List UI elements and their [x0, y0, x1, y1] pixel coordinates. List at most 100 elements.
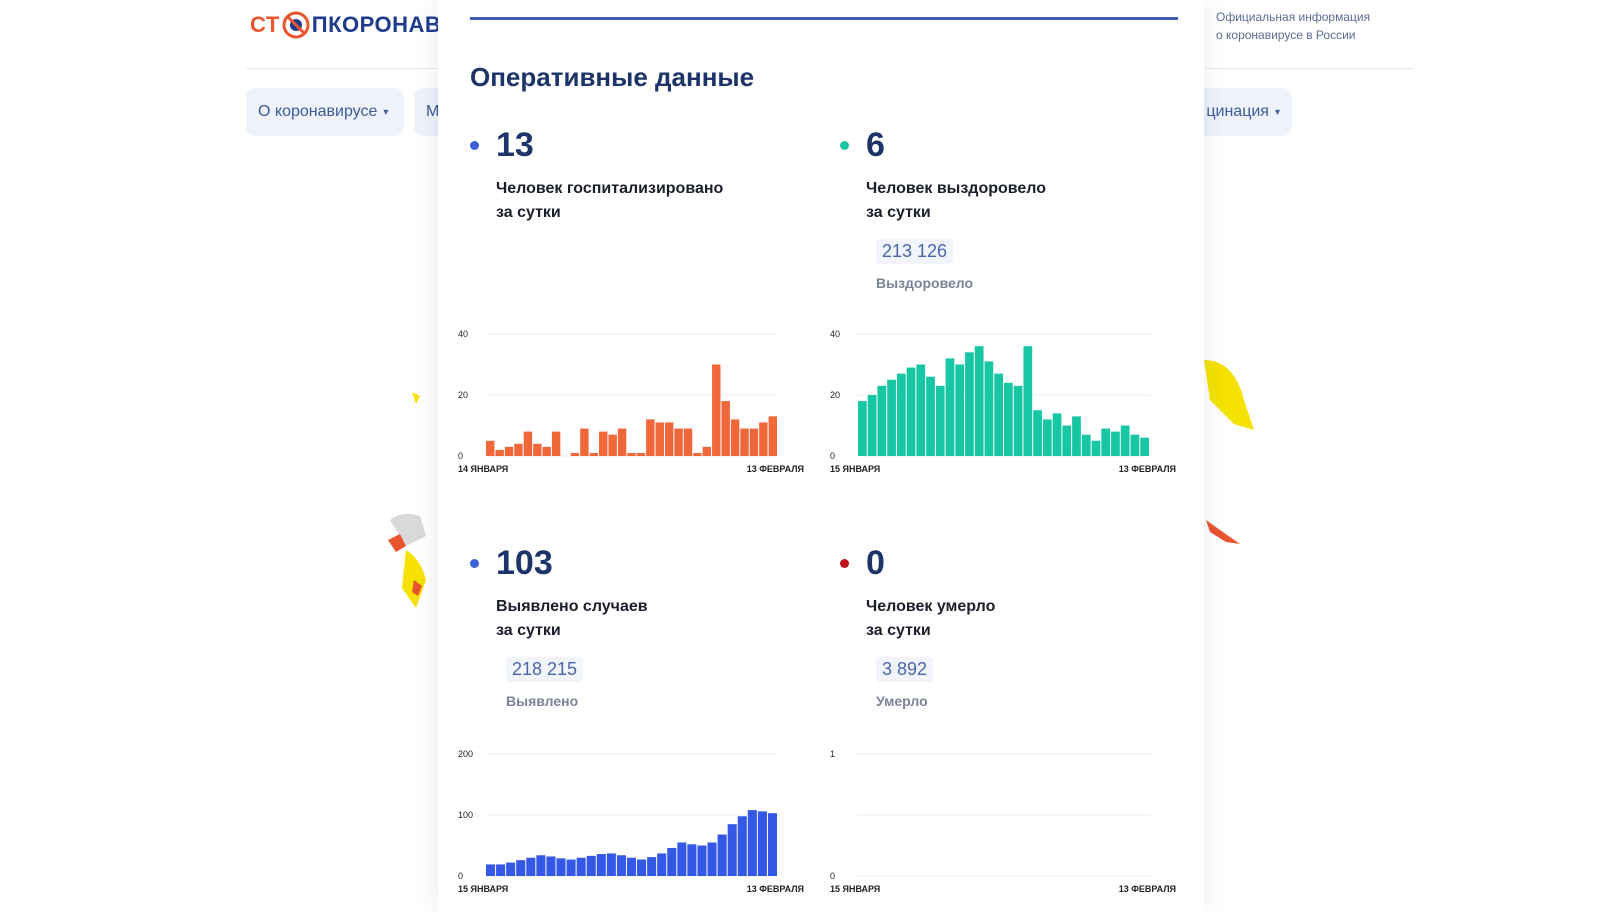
bar	[730, 419, 740, 456]
stat-description: Выявлено случаев за сутки	[496, 595, 648, 643]
bar	[506, 862, 516, 876]
bar	[768, 416, 777, 456]
bar	[712, 364, 721, 456]
bar	[683, 428, 693, 456]
y-tick-label: 100	[458, 810, 473, 820]
series-dot-icon	[470, 141, 479, 150]
bar	[727, 824, 737, 876]
bar	[636, 452, 646, 456]
official-info: Официальная информация о коронавирусе в …	[1202, 8, 1370, 44]
bar	[657, 853, 667, 876]
nav-label: О коронавирусе	[258, 103, 378, 120]
bar	[674, 428, 683, 456]
map-fragment-left	[388, 392, 426, 608]
bar	[526, 857, 536, 876]
caret-down-icon: ▾	[1274, 106, 1280, 118]
bar	[1101, 428, 1111, 456]
stat-value: 6	[866, 126, 885, 164]
bar	[486, 440, 495, 456]
stat-description: Человек выздоровело за сутки	[866, 177, 1046, 225]
bar	[974, 346, 984, 456]
official-line-2: о коронавирусе в России	[1216, 28, 1356, 42]
bar-chart-svg: 0 20 40 14 ЯНВАРЯ 13 ФЕВРАЛЯ	[458, 329, 804, 474]
site-header: СТ ПКОРОНАВИ Официальная информация о ко…	[246, 0, 1414, 69]
bar	[608, 434, 617, 456]
y-tick-label: 1	[830, 749, 835, 759]
series-dot-icon	[840, 559, 849, 568]
bar	[945, 358, 955, 456]
bar	[1052, 413, 1062, 456]
bar	[759, 422, 768, 456]
x-end-label: 13 ФЕВРАЛЯ	[1119, 464, 1176, 474]
x-end-label: 13 ФЕВРАЛЯ	[1119, 884, 1176, 894]
x-start-label: 15 ЯНВАРЯ	[830, 884, 880, 894]
stat-total: 3 892	[876, 657, 934, 682]
bar	[637, 859, 647, 876]
site-logo[interactable]: СТ ПКОРОНАВИ	[250, 10, 458, 40]
y-tick-label: 20	[458, 390, 468, 400]
operational-data-modal: Оперативные данные 13 Человек госпитализ…	[438, 0, 1204, 912]
nav-label: М	[426, 103, 440, 120]
bar	[717, 834, 727, 876]
bar	[1091, 440, 1101, 456]
bar	[1004, 382, 1013, 456]
bar	[536, 855, 546, 876]
nav-about-coronavirus[interactable]: О коронавирусе ▾	[246, 88, 404, 136]
y-tick-label: 0	[458, 871, 463, 881]
stat-desc-line-1: Человек выздоровело	[866, 180, 1047, 197]
y-tick-label: 40	[830, 329, 840, 339]
bar	[702, 446, 712, 456]
bar	[586, 855, 596, 876]
bar	[693, 452, 702, 456]
bar-chart-svg: 0 100 200 15 ЯНВАРЯ 13 ФЕВРАЛЯ	[458, 749, 804, 894]
bar	[589, 452, 599, 456]
bar	[767, 813, 777, 876]
x-end-label: 13 ФЕВРАЛЯ	[747, 884, 804, 894]
bar	[984, 361, 994, 456]
modal-top-line	[470, 17, 1178, 20]
bar-chart-svg: 0 1 15 ЯНВАРЯ 13 ФЕВРАЛЯ	[830, 749, 1176, 894]
series-dot-icon	[470, 559, 479, 568]
bar	[858, 401, 867, 456]
chart-died: 0 1 15 ЯНВАРЯ 13 ФЕВРАЛЯ	[828, 746, 1176, 896]
y-tick-label: 0	[830, 451, 835, 461]
bar	[926, 376, 935, 456]
bar	[1062, 425, 1072, 456]
bar	[596, 854, 606, 876]
bar	[566, 859, 576, 876]
bar	[1042, 419, 1052, 456]
stat-desc-line-2: за сутки	[496, 622, 561, 639]
bar	[542, 446, 551, 456]
stat-desc-line-2: за сутки	[496, 204, 561, 221]
bar	[994, 373, 1003, 456]
bar	[677, 842, 687, 876]
bar	[896, 373, 906, 456]
bar	[877, 385, 887, 456]
stat-desc-line-2: за сутки	[866, 204, 931, 221]
bar	[580, 428, 589, 456]
modal-title: Оперативные данные	[470, 62, 755, 92]
bar	[707, 842, 717, 876]
series-dot-icon	[840, 141, 849, 150]
x-end-label: 13 ФЕВРАЛЯ	[747, 464, 804, 474]
bar	[626, 857, 637, 876]
stat-total: 213 126	[876, 239, 954, 264]
bar	[606, 853, 616, 876]
bar	[1120, 425, 1130, 456]
bar	[504, 446, 514, 456]
bar	[576, 857, 586, 876]
y-tick-label: 0	[830, 871, 835, 881]
stat-desc-line-1: Человек госпитализировано	[496, 180, 724, 197]
chart-recovered: 0 20 40 15 ЯНВАРЯ 13 ФЕВРАЛЯ	[828, 326, 1176, 476]
bar	[496, 864, 506, 876]
y-tick-label: 200	[458, 749, 473, 759]
bar	[551, 431, 561, 456]
stat-value: 13	[496, 126, 534, 164]
caret-down-icon: ▾	[383, 106, 389, 118]
x-start-label: 14 ЯНВАРЯ	[458, 464, 508, 474]
bar	[906, 367, 916, 456]
bar	[514, 443, 523, 456]
bar	[1111, 431, 1120, 456]
bar	[495, 449, 504, 456]
bar-chart-svg: 0 20 40 15 ЯНВАРЯ 13 ФЕВРАЛЯ	[830, 329, 1176, 474]
